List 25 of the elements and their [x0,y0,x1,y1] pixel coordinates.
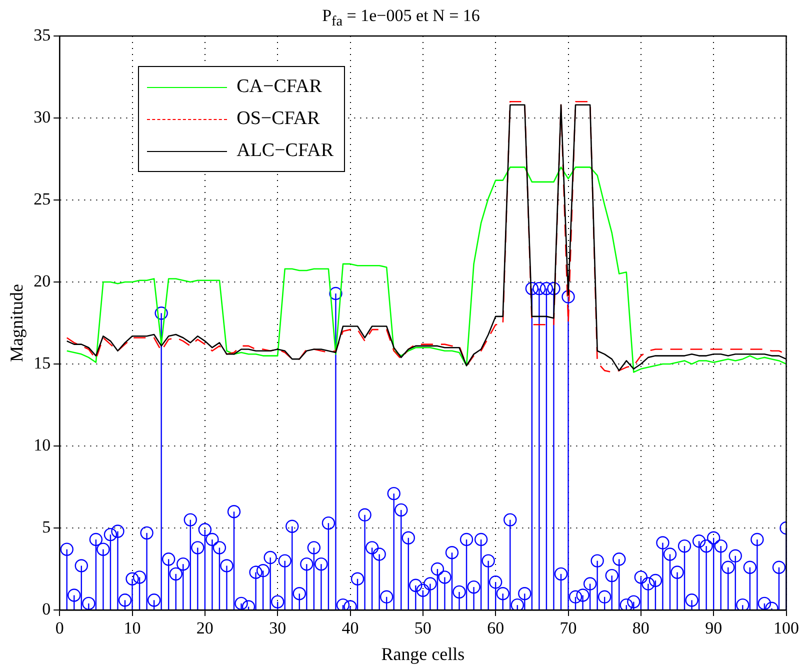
x-tick-label: 30 [269,618,286,638]
y-tick-label: 35 [34,25,51,44]
legend-label: OS−CFAR [236,108,320,130]
y-tick-label: 15 [34,353,51,372]
x-tick-label: 100 [774,618,799,638]
x-tick-label: 10 [124,618,141,638]
x-tick-label: 50 [414,618,432,638]
legend-label: ALC−CFAR [236,140,334,162]
x-tick-label: 90 [705,618,722,638]
x-tick-label: 60 [487,618,504,638]
x-tick-label: 70 [560,618,577,638]
y-tick-label: 25 [34,189,51,208]
x-tick-label: 40 [342,618,359,638]
y-tick-label: 30 [34,107,51,126]
x-axis-title: Range cells [381,644,465,664]
y-axis-title: Magnitude [6,284,27,362]
y-tick-label: 10 [34,435,51,454]
y-tick-label: 0 [42,599,51,618]
y-tick-label: 5 [42,517,51,536]
y-tick-label: 20 [34,271,51,290]
legend-label: CA−CFAR [236,76,322,98]
x-tick-label: 0 [55,618,64,638]
x-tick-label: 80 [632,618,650,638]
x-tick-label: 20 [196,618,214,638]
chart-title: P$_{fa}$ = 1e−005 et N = 16 [322,6,480,30]
